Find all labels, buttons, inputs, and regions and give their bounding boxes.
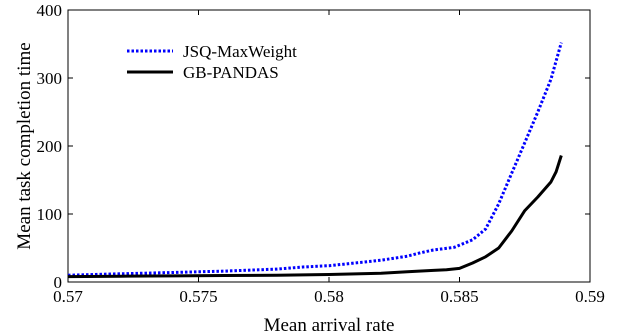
legend-label-jsq: JSQ-MaxWeight: [183, 42, 297, 61]
x-tick-label: 0.57: [53, 287, 83, 306]
x-axis-label: Mean arrival rate: [264, 315, 395, 335]
y-tick-label: 400: [37, 1, 63, 20]
y-tick-label: 200: [37, 137, 63, 156]
series-line-gb-pandas: [67, 155, 563, 279]
x-tick-label: 0.575: [179, 287, 217, 306]
axis-ticks: 0.57 0.575 0.58 0.585 0.59 0 100 200 300 400: [37, 1, 605, 306]
series-layer: [67, 42, 563, 279]
x-tick-label: 0.585: [440, 287, 478, 306]
plot-area: [67, 9, 591, 283]
y-tick-label: 300: [37, 69, 63, 88]
legend-label-gb: GB-PANDAS: [183, 63, 279, 82]
legend: JSQ-MaxWeight GB-PANDAS: [127, 42, 297, 82]
x-tick-label: 0.58: [314, 287, 344, 306]
x-tick-label: 0.59: [575, 287, 605, 306]
y-tick-label: 100: [37, 205, 63, 224]
series-line-jsq-maxweight: [67, 42, 563, 277]
y-axis-label: Mean task completion time: [14, 42, 35, 249]
y-tick-label: 0: [54, 273, 63, 292]
